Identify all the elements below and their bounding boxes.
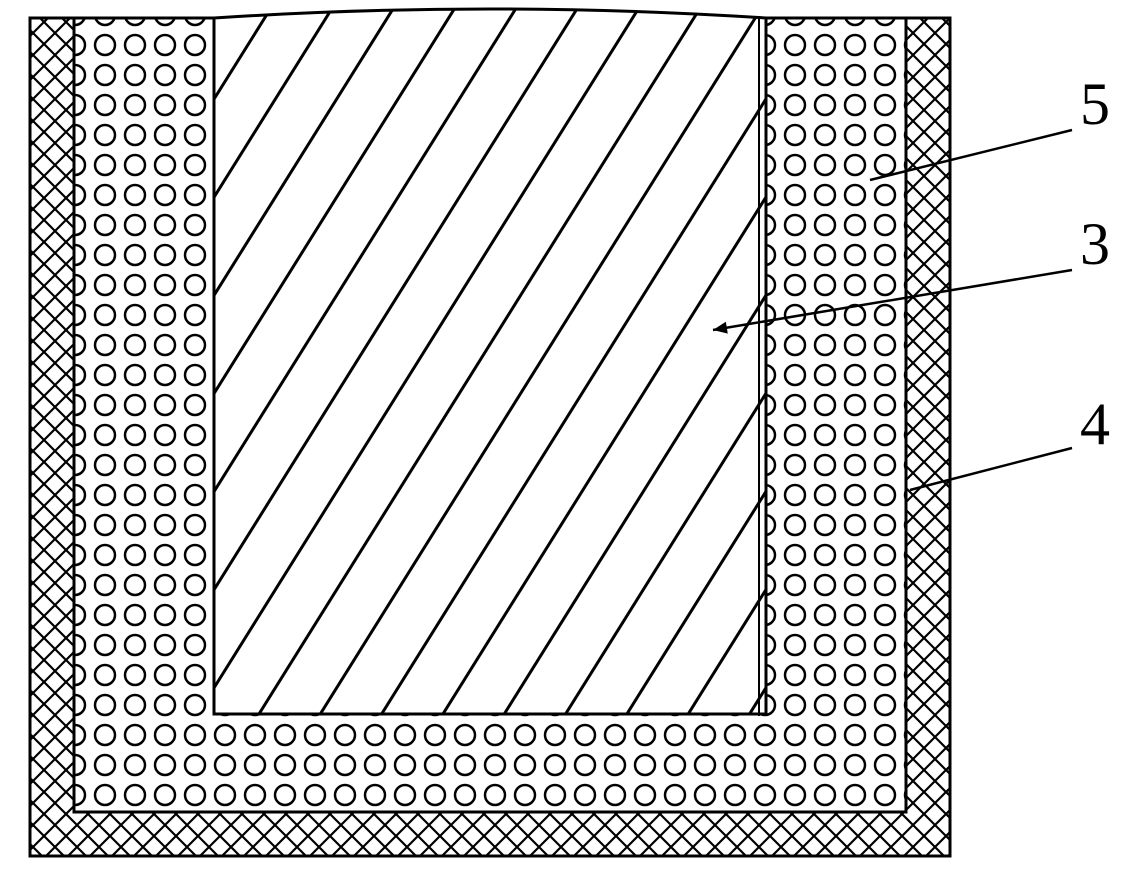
cross-section-svg [0,0,1147,880]
callout-label-3: 3 [1080,210,1110,279]
callout-label-4: 4 [1080,390,1110,459]
callout-label-5: 5 [1080,70,1110,139]
diagram-canvas: 5 3 4 [0,0,1147,880]
inner-block [214,9,766,714]
